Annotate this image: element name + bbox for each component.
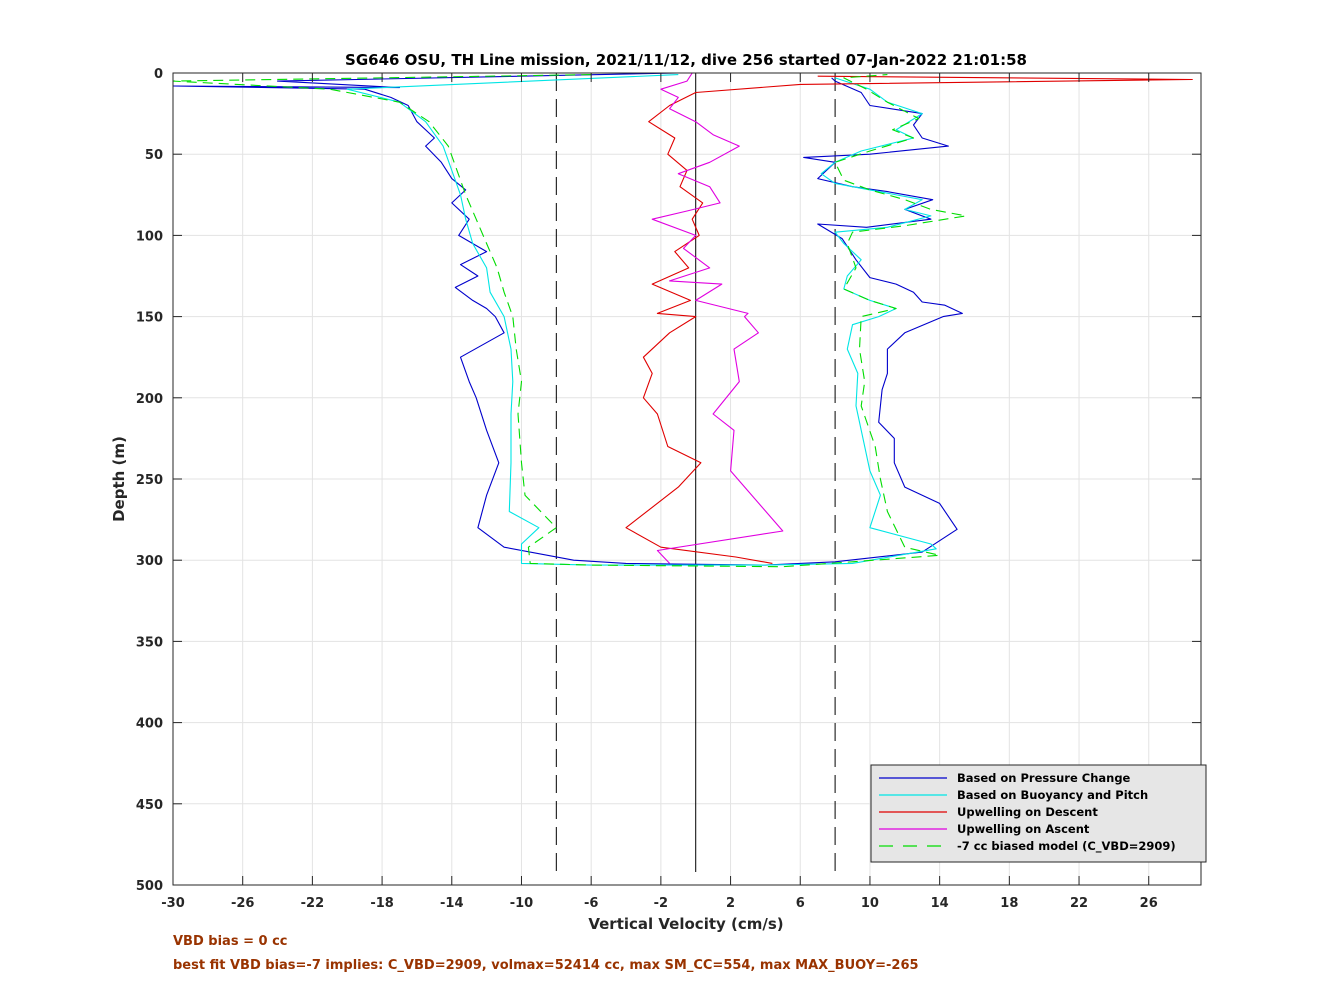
y-tick-label: 400 — [136, 717, 163, 732]
x-tick-label: 18 — [1000, 896, 1018, 911]
y-tick-label: 250 — [136, 473, 163, 488]
x-tick-label: -6 — [584, 896, 598, 911]
reference-lines — [555, 73, 836, 872]
vbd-bias-note: VBD bias = 0 cc — [173, 934, 288, 949]
y-tick-label: 0 — [154, 67, 163, 82]
legend-box — [870, 764, 1207, 863]
x-axis-label: Vertical Velocity (cm/s) — [588, 915, 783, 933]
legend-label: Based on Pressure Change — [957, 771, 1131, 785]
legend: Based on Pressure Change Based on Buoyanc… — [870, 764, 1207, 863]
series-line-0 — [172, 72, 963, 566]
y-axis-label: Depth (m) — [110, 436, 128, 522]
x-tick-label: 6 — [796, 896, 805, 911]
x-tick-label: 22 — [1070, 896, 1088, 911]
chart-title: SG646 OSU, TH Line mission, 2021/11/12, … — [345, 51, 1027, 69]
x-tick-label: 10 — [861, 896, 879, 911]
x-tick-label: -2 — [654, 896, 668, 911]
x-tick-label: 14 — [931, 896, 949, 911]
x-tick-label: -10 — [510, 896, 534, 911]
x-tick-label: -26 — [231, 896, 255, 911]
series-group — [172, 72, 1193, 568]
series-line-1 — [346, 74, 937, 566]
x-tick-label: -14 — [440, 896, 464, 911]
x-tick-label: 2 — [726, 896, 735, 911]
legend-label: Upwelling on Descent — [957, 805, 1098, 819]
legend-label: -7 cc biased model (C_VBD=2909) — [957, 839, 1176, 854]
best-fit-note: best fit VBD bias=-7 implies: C_VBD=2909… — [173, 958, 919, 973]
series-line-4 — [172, 74, 967, 568]
series-line-2 — [625, 75, 1193, 564]
y-tick-label: 500 — [136, 879, 163, 894]
y-tick-label: 300 — [136, 554, 163, 569]
grid-lines — [172, 72, 1201, 886]
x-tick-label: 26 — [1140, 896, 1158, 911]
y-tick-label: 150 — [136, 311, 163, 326]
x-tick-label: -30 — [161, 896, 185, 911]
axis-ticks: -30 -26 -22 -18 -14 -10 -6 -2 2 6 10 14 18 22 26050100… — [136, 67, 1201, 911]
x-tick-label: -18 — [370, 896, 394, 911]
y-tick-label: 50 — [145, 148, 163, 163]
y-tick-label: 100 — [136, 229, 163, 244]
y-tick-label: 350 — [136, 635, 163, 650]
y-tick-label: 200 — [136, 392, 163, 407]
x-tick-label: -22 — [301, 896, 325, 911]
series-line-3 — [651, 72, 784, 564]
legend-label: Based on Buoyancy and Pitch — [957, 788, 1148, 802]
y-tick-label: 450 — [136, 798, 163, 813]
legend-label: Upwelling on Ascent — [957, 822, 1090, 836]
